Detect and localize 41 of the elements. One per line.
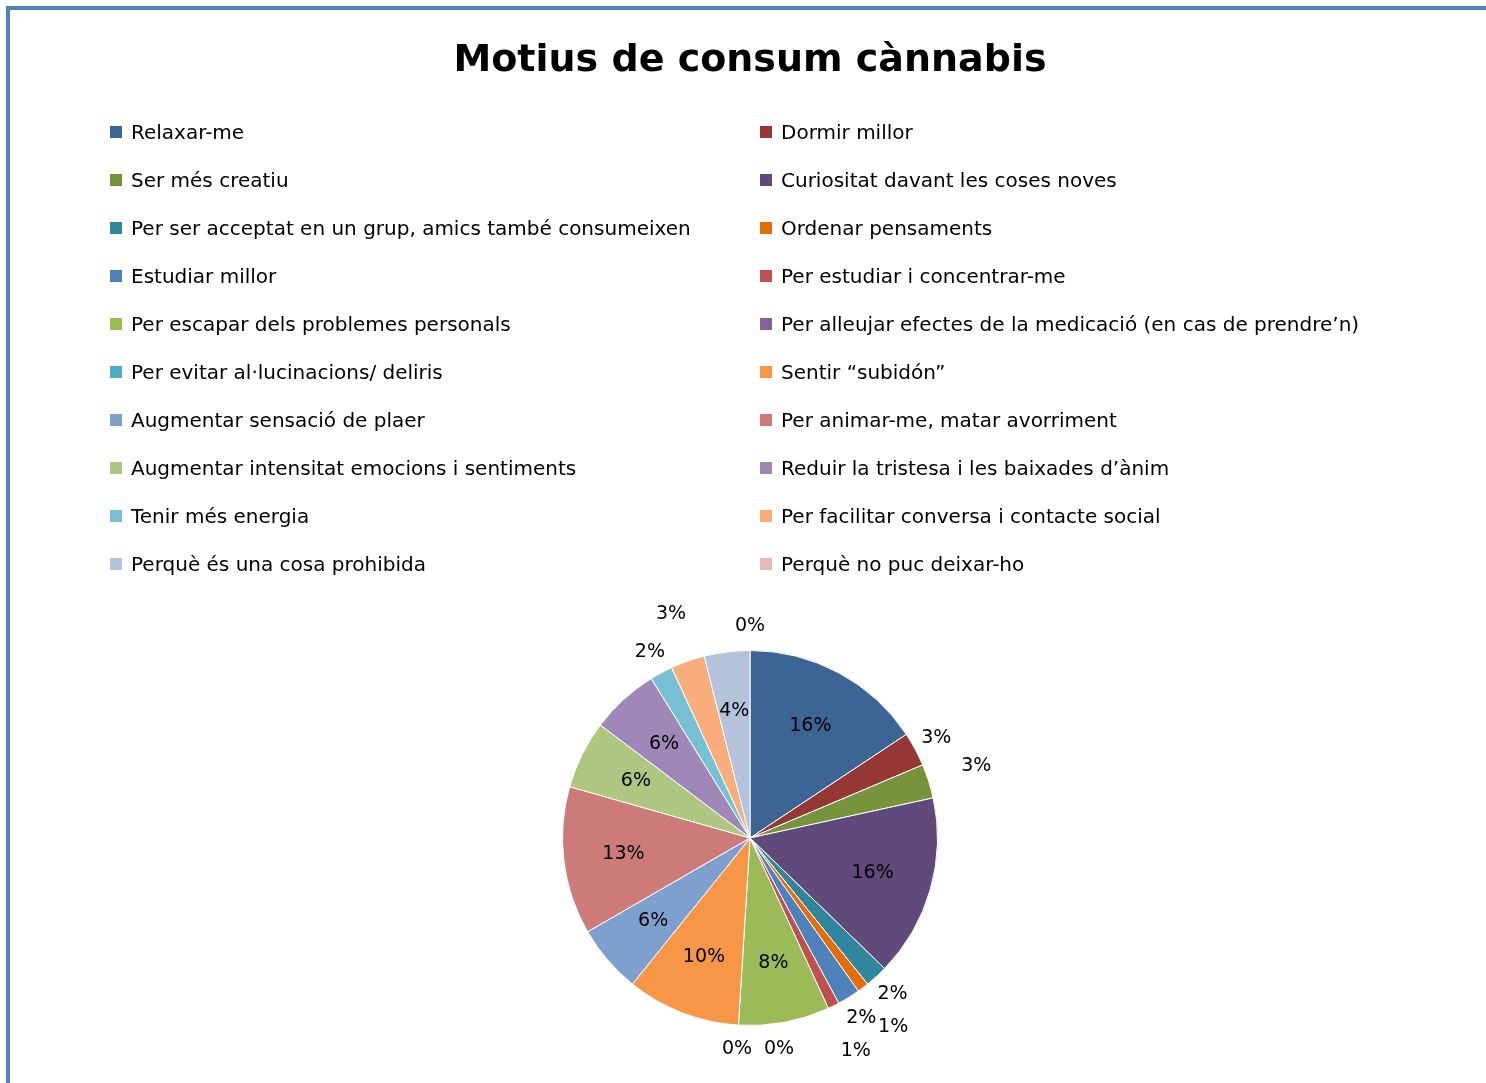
data-label: 10% <box>682 943 726 966</box>
data-label: 2% <box>634 638 666 661</box>
data-label: 4% <box>719 698 750 721</box>
legend-label: Estudiar millor <box>131 264 277 288</box>
data-label: 2% <box>877 981 908 1004</box>
legend-label: Per animar-me, matar avorriment <box>781 408 1117 432</box>
legend-label: Perquè és una cosa prohibida <box>131 552 427 576</box>
data-label: 6% <box>620 768 651 791</box>
legend-label: Relaxar-me <box>131 120 245 144</box>
legend-label: Dormir millor <box>781 120 913 144</box>
chart-title: Motius de consum cànnabis <box>452 36 1048 80</box>
data-label: 3% <box>921 724 952 747</box>
data-label: 2% <box>846 1004 877 1027</box>
data-label: 3% <box>655 600 687 623</box>
legend-label: Ser més creatiu <box>131 168 289 192</box>
data-label: 3% <box>961 752 992 775</box>
data-label: 13% <box>602 840 645 863</box>
data-label: 1% <box>878 1014 909 1037</box>
data-label: 1% <box>840 1037 871 1060</box>
legend-label: Curiositat davant les coses noves <box>781 168 1117 192</box>
text: 0% <box>721 1036 753 1059</box>
legend-label: Perquè no puc deixar-ho <box>781 552 1025 576</box>
text: 0% <box>763 1036 795 1059</box>
legend-label: Per alleujar efectes de la medicació (en cas de prendre’n) <box>781 312 1360 336</box>
text: 0% <box>734 613 766 636</box>
legend-label: Augmentar intensitat emocions i sentiments <box>131 456 577 480</box>
legend-label: Reduir la tristesa i les baixades d’ànim <box>781 456 1170 480</box>
legend-label: Sentir “subidón” <box>781 360 946 384</box>
data-label: 16% <box>851 859 894 882</box>
data-label: 16% <box>789 712 832 735</box>
legend-label: Ordenar pensaments <box>781 216 993 240</box>
legend-label: Per facilitar conversa i contacte social <box>781 504 1161 528</box>
data-label: 6% <box>649 730 680 753</box>
legend-label: Per evitar al·lucinacions/ deliris <box>131 360 443 384</box>
legend-label: Per ser acceptat en un grup, amics també consumeixen <box>131 216 691 240</box>
data-label: 6% <box>638 907 669 930</box>
legend-label: Per escapar dels problemes personals <box>131 312 511 336</box>
data-label: 8% <box>758 950 789 973</box>
legend-label: Tenir més energia <box>131 504 310 528</box>
legend-label: Augmentar sensació de plaer <box>131 408 425 432</box>
legend-label: Per estudiar i concentrar-me <box>781 264 1066 288</box>
